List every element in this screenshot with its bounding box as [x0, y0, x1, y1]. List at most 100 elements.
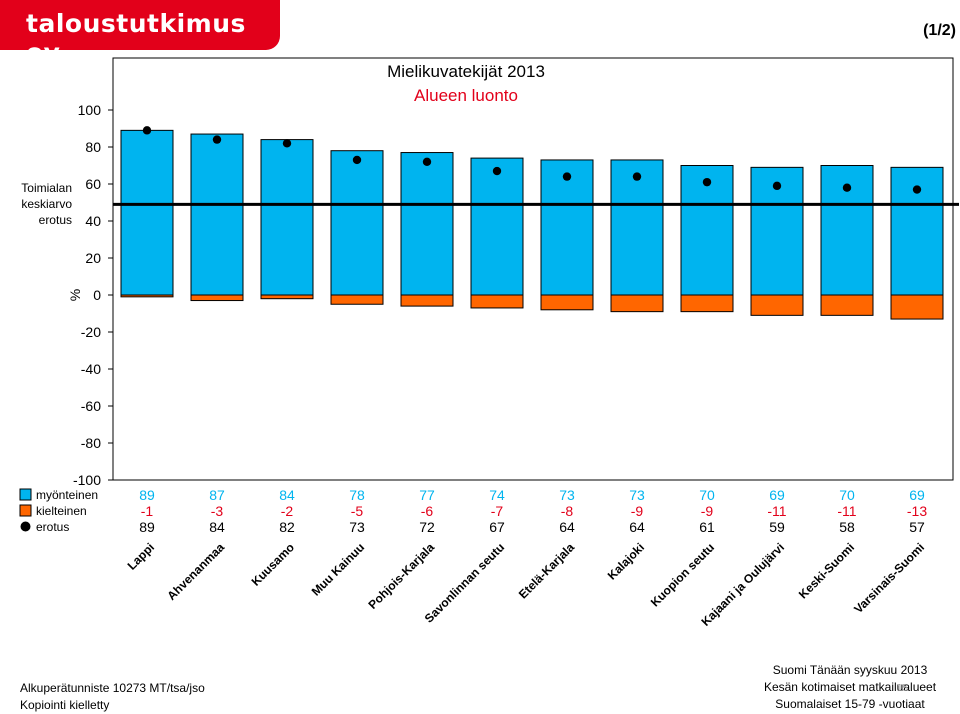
bar-negative	[190, 294, 244, 302]
bar-positive	[400, 152, 454, 296]
footer-right: Suomi Tänään syyskuu 2013 Kesän kotimais…	[750, 662, 950, 713]
bar-negative	[680, 294, 734, 313]
data-label-negative: -5	[351, 503, 364, 519]
data-label-negative: -11	[837, 503, 856, 519]
data-label-negative: -6	[421, 503, 434, 519]
y-tick-label: 40	[85, 213, 101, 229]
data-label-difference: 82	[279, 519, 295, 535]
category-label: Varsinais-Suomi	[851, 540, 927, 616]
bar-negative	[890, 294, 944, 320]
data-label-negative: -11	[767, 503, 786, 519]
footer-survey-population: Suomalaiset 15-79 -vuotiaat	[775, 697, 925, 711]
data-label-positive: 70	[839, 487, 855, 503]
bar-positive	[540, 159, 594, 296]
footer-survey-name: Suomi Tänään syyskuu 2013	[772, 663, 928, 677]
difference-marker	[632, 172, 642, 181]
y-tick-label: -60	[81, 398, 101, 414]
category-label: Pohjois-Karjala	[365, 540, 437, 612]
bar-negative	[540, 294, 594, 311]
y-axis-label: %	[67, 289, 83, 301]
bar-positive	[260, 139, 314, 296]
bar-negative	[400, 294, 454, 307]
bar-positive	[470, 157, 524, 296]
data-label-difference: 64	[559, 519, 575, 535]
company-logo: taloustutkimus oy	[0, 0, 280, 67]
page-number: 15	[897, 683, 909, 694]
data-label-positive: 69	[909, 487, 925, 503]
y-tick-label: -80	[81, 435, 101, 451]
data-label-difference: 67	[489, 519, 505, 535]
bar-negative	[610, 294, 664, 313]
logo-text: taloustutkimus oy	[26, 9, 246, 67]
bar-positive	[680, 165, 734, 296]
y-tick-label: -40	[81, 361, 101, 377]
bar-negative	[120, 294, 174, 298]
page-indicator: (1/2)	[923, 22, 956, 39]
bar-positive	[120, 129, 174, 296]
chart-title: Mielikuvatekijät 2013	[387, 62, 545, 81]
data-label-positive: 73	[629, 487, 645, 503]
difference-marker	[492, 166, 502, 176]
data-label-difference: 57	[909, 519, 925, 535]
data-label-difference: 58	[839, 519, 855, 535]
reference-label-line: erotus	[39, 213, 72, 227]
data-label-positive: 73	[559, 487, 575, 503]
difference-marker	[352, 155, 362, 165]
bar-negative	[470, 294, 524, 309]
footer-copyright: Kopiointi kielletty	[20, 698, 110, 712]
data-label-negative: -3	[211, 503, 224, 519]
category-label: Kuopion seutu	[648, 540, 717, 609]
data-label-negative: -2	[281, 503, 294, 519]
category-label: Kalajoki	[605, 540, 647, 582]
y-tick-label: 0	[93, 287, 101, 303]
reference-label-line: Toimialan	[21, 181, 72, 195]
data-label-positive: 69	[769, 487, 785, 503]
data-label-positive: 84	[279, 487, 295, 503]
data-label-positive: 70	[699, 487, 715, 503]
data-label-difference: 72	[419, 519, 435, 535]
y-tick-label: 20	[85, 250, 101, 266]
difference-marker	[142, 126, 152, 135]
legend-swatch	[19, 488, 32, 501]
legend-marker	[20, 521, 31, 532]
legend-label: erotus	[36, 520, 69, 534]
y-tick-label: -100	[73, 472, 101, 488]
difference-marker	[282, 139, 292, 148]
chart-subtitle: Alueen luonto	[414, 86, 518, 105]
footer-survey-topic: Kesän kotimaiset matkailualueet	[763, 680, 937, 694]
data-label-positive: 74	[489, 487, 505, 503]
category-label: Etelä-Karjala	[516, 540, 578, 602]
data-label-difference: 84	[209, 519, 225, 535]
difference-marker	[842, 183, 852, 192]
y-tick-label: -20	[81, 324, 101, 340]
data-label-negative: -9	[701, 503, 714, 519]
bar-positive	[610, 159, 664, 296]
reference-label-line: keskiarvo	[21, 197, 72, 211]
footer-left: Alkuperätunniste 10273 MT/tsa/jso Kopioi…	[20, 680, 205, 714]
category-label: Ahvenanmaa	[164, 540, 227, 603]
data-label-difference: 61	[699, 519, 715, 535]
bar-negative	[260, 294, 314, 300]
difference-marker	[702, 177, 712, 187]
category-label: Savonlinnan seutu	[422, 540, 507, 625]
y-tick-label: 60	[85, 176, 101, 192]
data-label-difference: 89	[139, 519, 155, 535]
bar-positive	[190, 133, 244, 296]
bar-negative	[330, 294, 384, 305]
legend-swatch	[19, 504, 32, 517]
data-label-negative: -9	[631, 503, 644, 519]
data-label-positive: 77	[419, 487, 435, 503]
data-label-positive: 87	[209, 487, 225, 503]
data-label-difference: 73	[349, 519, 365, 535]
data-label-difference: 64	[629, 519, 645, 535]
data-label-negative: -13	[907, 503, 927, 519]
footer-source-id: Alkuperätunniste 10273 MT/tsa/jso	[20, 681, 205, 695]
category-label: Kuusamo	[249, 540, 298, 589]
legend-label: kielteinen	[36, 504, 87, 518]
data-label-negative: -8	[561, 503, 574, 519]
y-tick-label: 80	[85, 139, 101, 155]
data-label-negative: -7	[491, 503, 504, 519]
bar-positive	[330, 150, 384, 296]
difference-marker	[422, 157, 432, 166]
bar-negative	[750, 294, 804, 316]
